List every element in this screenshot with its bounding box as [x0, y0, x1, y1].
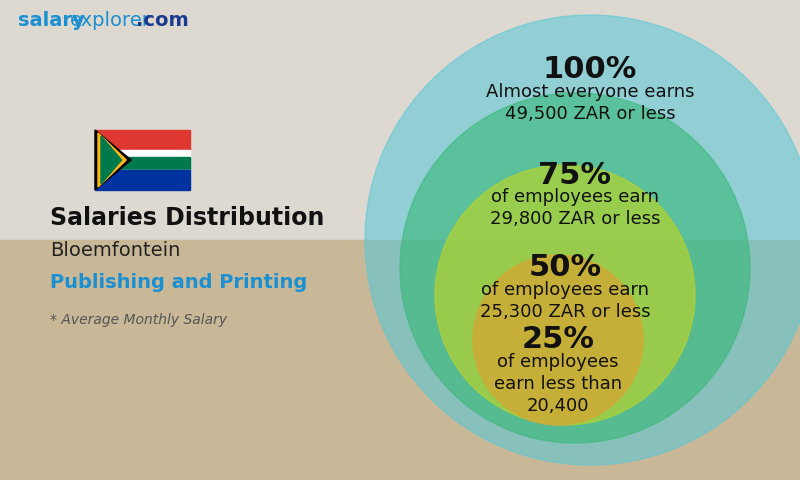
- Bar: [0, 240, 800, 480]
- Polygon shape: [98, 133, 126, 187]
- Text: 49,500 ZAR or less: 49,500 ZAR or less: [505, 105, 675, 123]
- Bar: [0, 0, 800, 240]
- Circle shape: [365, 15, 800, 465]
- Text: 25%: 25%: [522, 325, 594, 355]
- Text: earn less than: earn less than: [494, 375, 622, 393]
- Text: explorer: explorer: [70, 11, 151, 29]
- Text: Bloemfontein: Bloemfontein: [50, 240, 180, 260]
- Text: 20,400: 20,400: [526, 397, 590, 415]
- Text: Almost everyone earns: Almost everyone earns: [486, 83, 694, 101]
- Text: salary: salary: [18, 11, 85, 29]
- Text: of employees: of employees: [498, 353, 618, 371]
- Bar: [95, 157, 190, 170]
- Bar: [95, 130, 190, 150]
- Text: of employees earn: of employees earn: [481, 281, 649, 299]
- Bar: [95, 150, 190, 157]
- Text: 25,300 ZAR or less: 25,300 ZAR or less: [480, 303, 650, 321]
- Circle shape: [473, 255, 643, 425]
- Bar: [95, 170, 190, 190]
- Text: Salaries Distribution: Salaries Distribution: [50, 206, 324, 230]
- Circle shape: [435, 165, 695, 425]
- Text: .com: .com: [136, 11, 189, 29]
- Text: 50%: 50%: [529, 253, 602, 283]
- Bar: [95, 170, 190, 178]
- Text: Publishing and Printing: Publishing and Printing: [50, 273, 307, 291]
- Polygon shape: [101, 136, 122, 184]
- Text: * Average Monthly Salary: * Average Monthly Salary: [50, 313, 227, 327]
- Text: 75%: 75%: [538, 160, 611, 190]
- Text: of employees earn: of employees earn: [491, 188, 659, 206]
- Text: 29,800 ZAR or less: 29,800 ZAR or less: [490, 210, 660, 228]
- Text: 100%: 100%: [543, 56, 637, 84]
- Polygon shape: [95, 130, 131, 190]
- Circle shape: [400, 93, 750, 443]
